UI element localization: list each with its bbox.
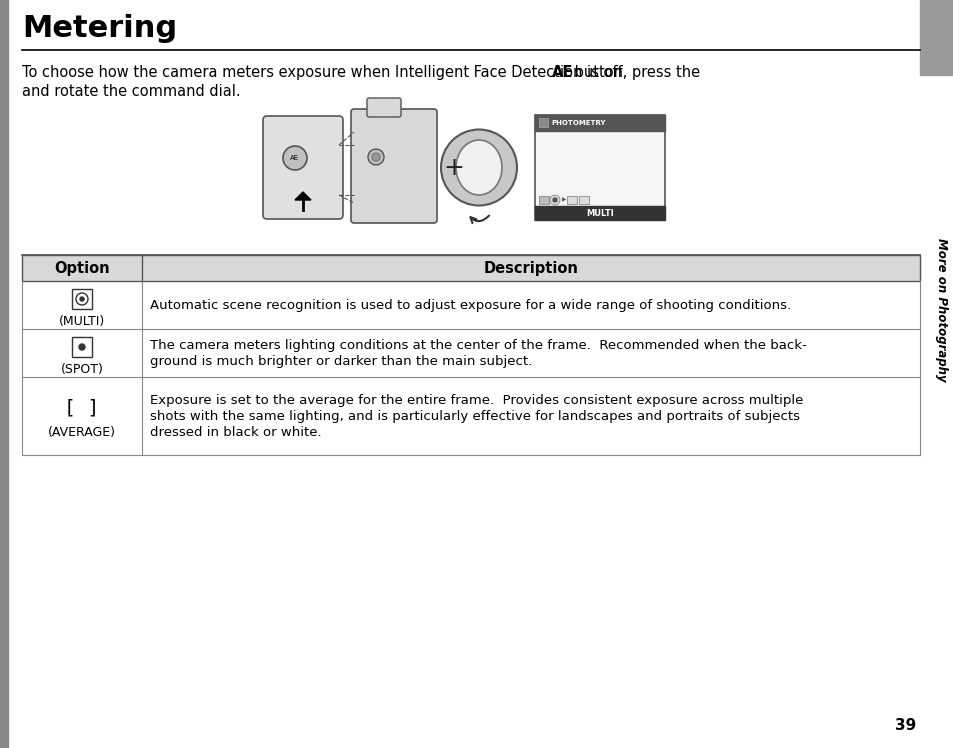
Bar <box>22 329 919 377</box>
FancyBboxPatch shape <box>263 116 343 219</box>
Ellipse shape <box>456 140 501 195</box>
Text: [ ]: [ ] <box>64 399 99 417</box>
Text: (MULTI): (MULTI) <box>59 315 105 328</box>
Bar <box>535 206 664 220</box>
Bar <box>22 281 919 329</box>
Bar <box>538 196 548 204</box>
Circle shape <box>283 146 307 170</box>
Text: +: + <box>443 156 464 180</box>
Text: Exposure is set to the average for the entire frame.  Provides consistent exposu: Exposure is set to the average for the e… <box>150 393 802 406</box>
Bar <box>538 118 547 127</box>
Text: Automatic scene recognition is used to adjust exposure for a wide range of shoot: Automatic scene recognition is used to a… <box>150 298 790 311</box>
Circle shape <box>79 344 85 350</box>
Text: button: button <box>569 65 622 80</box>
Text: MULTI: MULTI <box>585 209 613 218</box>
Bar <box>566 196 577 204</box>
Text: 39: 39 <box>894 718 915 733</box>
FancyBboxPatch shape <box>367 98 400 117</box>
Text: shots with the same lighting, and is particularly effective for landscapes and p: shots with the same lighting, and is par… <box>150 409 800 423</box>
Bar <box>0 0 8 748</box>
Text: To choose how the camera meters exposure when Intelligent Face Detection is off,: To choose how the camera meters exposure… <box>22 65 704 80</box>
Circle shape <box>550 195 559 205</box>
Bar <box>22 255 919 281</box>
Text: AE: AE <box>290 155 299 161</box>
Bar <box>71 337 91 357</box>
Text: AE: AE <box>552 65 573 80</box>
Bar <box>919 0 953 75</box>
Circle shape <box>440 129 517 206</box>
Text: (SPOT): (SPOT) <box>60 363 103 376</box>
Text: Option: Option <box>54 260 110 275</box>
Text: PHOTOMETRY: PHOTOMETRY <box>551 120 605 126</box>
Bar <box>535 115 664 131</box>
Bar <box>535 115 664 220</box>
Bar <box>22 255 919 281</box>
FancyBboxPatch shape <box>351 109 436 223</box>
Bar <box>22 377 919 455</box>
Circle shape <box>80 297 84 301</box>
Polygon shape <box>294 192 311 200</box>
Circle shape <box>372 153 379 161</box>
Text: More on Photography: More on Photography <box>935 238 947 381</box>
Text: and rotate the command dial.: and rotate the command dial. <box>22 84 240 99</box>
Text: ▶: ▶ <box>561 197 566 203</box>
Text: dressed in black or white.: dressed in black or white. <box>150 426 321 438</box>
Text: (AVERAGE): (AVERAGE) <box>48 426 116 439</box>
Circle shape <box>368 149 384 165</box>
Text: Metering: Metering <box>22 14 177 43</box>
Bar <box>71 289 91 309</box>
Text: ground is much brighter or darker than the main subject.: ground is much brighter or darker than t… <box>150 355 532 367</box>
Bar <box>578 196 588 204</box>
Text: Description: Description <box>483 260 578 275</box>
Circle shape <box>553 198 557 202</box>
Text: The camera meters lighting conditions at the center of the frame.  Recommended w: The camera meters lighting conditions at… <box>150 339 806 352</box>
